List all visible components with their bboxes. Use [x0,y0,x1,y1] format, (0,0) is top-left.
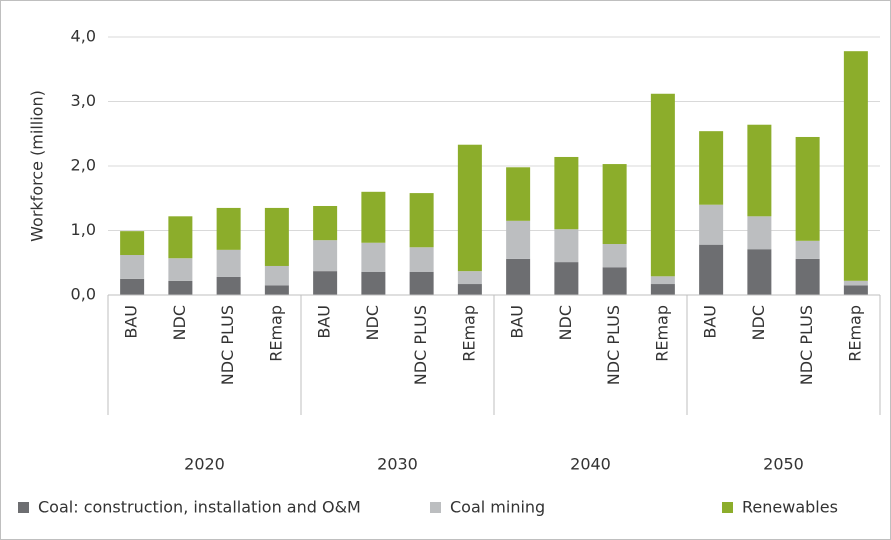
bar-segment [747,249,772,295]
bar-segment [843,285,868,295]
x-tick-label: NDC PLUS [218,305,237,385]
x-tick-label: NDC [363,305,382,340]
x-tick-label: NDC PLUS [411,305,430,385]
group-label: 2020 [184,455,225,474]
bar-segment [650,276,675,285]
bar-segment [216,249,241,277]
x-tick-label: NDC [556,305,575,340]
bar-segment [264,265,289,286]
bar-segment [216,207,241,250]
bar-segment [554,262,579,295]
bar-segment [843,280,868,286]
legend-label: Coal mining [450,498,545,517]
bar-segment [747,216,772,250]
x-tick-label: NDC PLUS [797,305,816,385]
bar-segment [313,205,338,241]
y-tick-label: 3,0 [71,91,96,110]
bar-segment [168,258,193,281]
bar-segment [554,156,579,230]
legend-swatch [18,502,29,513]
x-tick-label: NDC PLUS [604,305,623,385]
x-tick-label: NDC [170,305,189,340]
bar-segment [506,220,531,259]
x-tick-label: REmap [266,305,285,362]
y-tick-label: 1,0 [71,220,96,239]
bar-segment [120,255,145,279]
bar-segment [506,167,531,221]
legend-label: Coal: construction, installation and O&M [38,498,361,517]
bar-segment [699,244,724,295]
bar-segment [409,193,434,248]
x-tick-label: REmap [845,305,864,362]
bar-segment [699,204,724,245]
x-tick-label: NDC [749,305,768,340]
bar-segment [120,278,145,295]
bar-segment [409,271,434,295]
bar-segment [795,258,820,295]
group-label: 2030 [377,455,418,474]
bar-segment [216,276,241,295]
legend-label: Renewables [742,498,838,517]
bar-segment [457,284,482,295]
x-tick-label: BAU [122,305,141,339]
bar-segment [361,191,386,243]
y-axis-label: Workforce (million) [28,90,47,242]
bar-segment [264,207,289,266]
y-tick-label: 4,0 [71,27,96,46]
y-tick-label: 2,0 [71,156,96,175]
bar-segment [602,164,627,245]
bar-segment [168,280,193,295]
bar-segment [650,284,675,295]
bar-segment [699,131,724,205]
bar-segment [602,244,627,268]
x-tick-label: REmap [459,305,478,362]
group-label: 2050 [763,455,804,474]
bar-segment [313,271,338,295]
bar-segment [506,258,531,295]
bar-segment [457,271,482,285]
bar-segment [120,231,145,256]
bar-segment [650,93,675,277]
legend-swatch [430,502,441,513]
bar-segment [554,229,579,263]
bar-segment [795,240,820,259]
x-tick-label: BAU [508,305,527,339]
bar-segment [313,240,338,272]
bar-segment [264,285,289,295]
x-tick-label: REmap [652,305,671,362]
x-tick-label: BAU [315,305,334,339]
bar-segment [361,271,386,295]
bar-segment [168,216,193,259]
bar-segment [457,144,482,272]
bar-segment [795,136,820,241]
y-tick-label: 0,0 [71,285,96,304]
bar-segment [602,267,627,295]
x-tick-label: BAU [701,305,720,339]
bar-segment [361,242,386,272]
group-label: 2040 [570,455,611,474]
bar-segment [409,247,434,272]
bar-segment [843,51,868,281]
bar-segment [747,124,772,217]
legend-swatch [722,502,733,513]
